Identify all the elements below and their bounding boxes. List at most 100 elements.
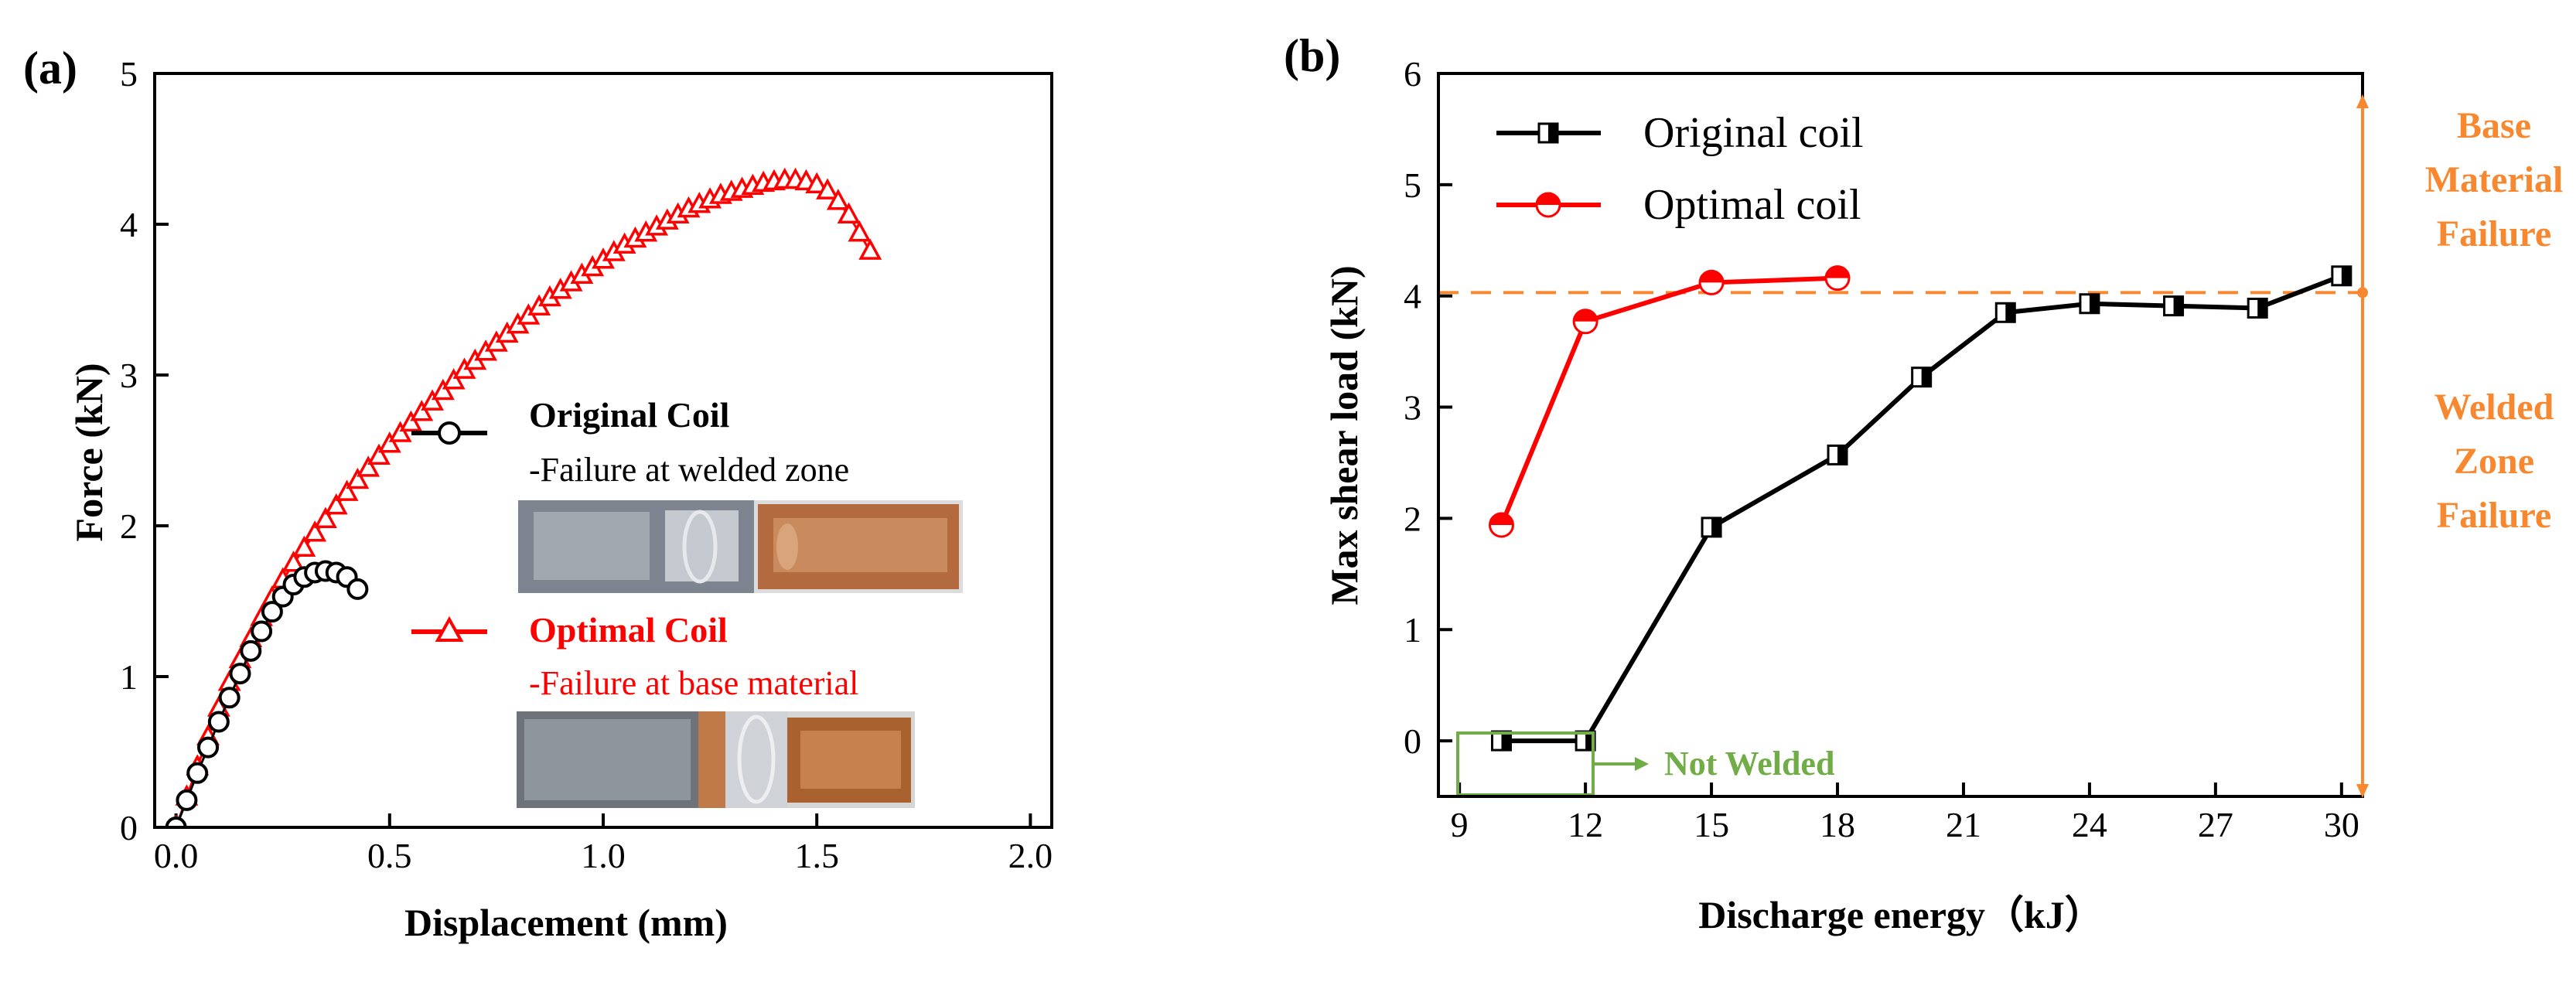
data-point-optimal-coil [421, 389, 444, 411]
legend-item-original-coil: Original Coil -Failure at welded zone [411, 395, 849, 489]
data-point-original-coil [1827, 444, 1848, 465]
plot-frame-b [1437, 72, 2364, 798]
x-tick-label-b: 30 [2324, 805, 2359, 844]
x-tick-label-a: 0.0 [154, 836, 199, 875]
x-tick-label-a: 0.5 [367, 836, 412, 875]
x-tick-label-b: 9 [1451, 805, 1469, 844]
y-axis-label-b: Max shear load (kN) [1322, 265, 1366, 605]
data-point-optimal-coil [388, 421, 412, 442]
data-point-optimal-coil [292, 535, 316, 557]
data-point-optimal-coil [826, 189, 850, 210]
x-axis-label-b: Discharge energy（kJ） [1698, 893, 2103, 936]
y-tick-label-a: 1 [120, 657, 138, 697]
legend-note-original: -Failure at welded zone [529, 451, 849, 489]
y-tick-label-b: 4 [1404, 277, 1421, 316]
legend-item-original-coil-b: Original coil [1496, 109, 1864, 157]
data-point-optimal-coil [367, 443, 391, 465]
series-optimal-coil-b [1488, 265, 1851, 538]
region-label-upper-3: Failure [2437, 213, 2551, 254]
y-tick-label-a: 0 [120, 808, 138, 847]
legend-note-optimal: -Failure at base material [529, 664, 858, 702]
data-point-optimal-coil [1572, 309, 1598, 335]
series-original-coil-a [165, 560, 369, 827]
series-line-original-coil [1501, 273, 2342, 744]
legend-label-original-b: Original coil [1643, 109, 1864, 157]
data-point-original-coil [2079, 293, 2100, 315]
data-point-original-coil [2247, 298, 2268, 319]
data-point-optimal-coil [1488, 512, 1514, 538]
legend-label-optimal-b: Optimal coil [1643, 181, 1861, 229]
chart-b: (b) Max shear load (kN) Discharge energy… [1284, 30, 2563, 936]
data-point-optimal-coil [858, 238, 882, 260]
y-tick-label-a: 2 [120, 506, 138, 546]
region-label-upper-2: Material [2425, 159, 2564, 200]
data-point-optimal-coil [1824, 265, 1851, 292]
data-point-original-coil [251, 620, 273, 643]
data-point-original-coil [186, 762, 209, 784]
data-point-optimal-coil [442, 368, 466, 390]
data-point-original-coil [176, 789, 198, 811]
ticks-a: 0.0 0.5 1.0 1.5 2.0 0 1 2 3 4 5 [120, 54, 1053, 875]
x-axis-label-a: Displacement (mm) [404, 901, 728, 944]
data-point-optimal-coil [816, 178, 839, 199]
region-label-lower-2: Zone [2454, 441, 2534, 482]
x-tick-label-b: 21 [1946, 805, 1981, 844]
specimen-photo-optimal-coil [517, 711, 915, 808]
x-tick-label-b: 27 [2198, 805, 2233, 844]
data-point-optimal-coil [1698, 269, 1725, 295]
series-line-optimal-coil [1499, 275, 1838, 527]
data-point-optimal-coil [357, 455, 380, 477]
data-point-original-coil [207, 711, 230, 733]
data-point-original-coil [261, 601, 283, 623]
region-label-upper-1: Base [2457, 105, 2531, 146]
data-point-original-coil [2163, 295, 2185, 317]
region-label-welded-zone-failure: Welded Zone Failure [2434, 387, 2554, 536]
not-welded-label: Not Welded [1664, 745, 1834, 783]
chart-a: (a) Force (kN) Displacement (mm) 0.0 0.5 1… [23, 43, 1053, 944]
data-point-original-coil [1911, 367, 1933, 388]
specimen-photo-original-coil [518, 500, 963, 593]
data-point-original-coil [197, 736, 220, 759]
data-point-original-coil [218, 687, 241, 709]
y-tick-label-b: 1 [1404, 610, 1421, 650]
data-point-original-coil [2331, 265, 2353, 287]
data-point-optimal-coil [848, 220, 872, 242]
x-tick-label-b: 24 [2072, 805, 2107, 844]
region-label-base-material-failure: Base Material Failure [2425, 105, 2564, 254]
legend-item-optimal-coil: Optimal Coil -Failure at base material [411, 610, 858, 702]
region-label-lower-3: Failure [2437, 495, 2551, 536]
data-point-original-coil [229, 663, 251, 685]
panel-label-b: (b) [1284, 30, 1340, 81]
legend-label-optimal: Optimal Coil [529, 610, 728, 650]
data-point-optimal-coil [410, 400, 434, 421]
x-tick-label-b: 15 [1694, 805, 1729, 844]
data-point-optimal-coil [837, 202, 861, 224]
y-tick-label-a: 5 [120, 54, 138, 94]
legend-marker-optimal [435, 615, 464, 642]
legend-b: Original coil Optimal coil [1496, 109, 1864, 229]
plot-frame-a [153, 72, 1053, 829]
y-tick-label-b: 2 [1404, 499, 1421, 538]
data-point-optimal-coil [281, 551, 305, 572]
y-tick-label-a: 3 [120, 356, 138, 395]
data-point-optimal-coil [346, 467, 370, 489]
data-point-original-coil [1994, 302, 2016, 323]
x-tick-label-a: 1.5 [794, 836, 839, 875]
data-point-original-coil [240, 639, 262, 662]
legend-label-original: Original Coil [529, 395, 729, 435]
y-tick-label-b: 3 [1404, 388, 1421, 428]
x-tick-label-a: 2.0 [1008, 836, 1053, 875]
data-point-optimal-coil [377, 431, 401, 453]
legend-item-optimal-coil-b: Optimal coil [1496, 181, 1861, 229]
data-point-optimal-coil [431, 378, 455, 401]
not-welded-annotation: Not Welded [1456, 731, 1834, 796]
y-tick-label-b: 0 [1404, 721, 1421, 761]
data-point-optimal-coil [314, 506, 337, 528]
y-tick-label-b: 5 [1404, 165, 1421, 205]
legend-marker-original [438, 421, 461, 445]
y-axis-label-a: Force (kN) [67, 363, 111, 542]
series-original-coil-b [1490, 265, 2353, 752]
x-tick-label-a: 1.0 [581, 836, 626, 875]
